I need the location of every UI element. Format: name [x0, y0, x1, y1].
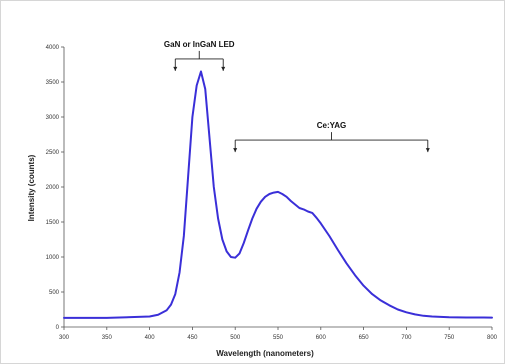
- x-tick-label: 600: [316, 335, 327, 341]
- x-tick-label: 500: [230, 335, 241, 341]
- annotation-bracket-1: Ce:YAG: [233, 121, 430, 153]
- x-axis: 300 350 400 450 500 550 600 650 700 750 800: [59, 326, 498, 341]
- x-tick-label: 400: [145, 335, 156, 341]
- y-axis: 0 500 1000 1500 2000 2500 3000 3500 4000: [46, 45, 65, 331]
- y-tick-label: 1000: [46, 255, 60, 261]
- annotation-bracket-0: GaN or InGaN LED: [164, 40, 235, 71]
- x-tick-label: 700: [401, 335, 412, 341]
- x-tick-label: 650: [359, 335, 370, 341]
- y-axis-title: Intensity (counts): [27, 154, 36, 221]
- y-tick-label: 500: [49, 290, 60, 296]
- x-tick-label: 750: [444, 335, 455, 341]
- y-tick-label: 3000: [46, 115, 60, 121]
- annotation-label-0: GaN or InGaN LED: [164, 40, 235, 49]
- y-tick-label: 2000: [46, 185, 60, 191]
- x-tick-label: 300: [59, 335, 70, 341]
- annotation-group: GaN or InGaN LED Ce:YAG: [164, 40, 430, 153]
- x-tick-label: 800: [487, 335, 498, 341]
- y-tick-label: 1500: [46, 220, 60, 226]
- x-tick-label: 350: [102, 335, 113, 341]
- x-tick-label: 550: [273, 335, 284, 341]
- y-tick-label: 4000: [46, 45, 60, 51]
- annotation-label-1: Ce:YAG: [317, 121, 347, 130]
- y-tick-label: 3500: [46, 80, 60, 86]
- y-tick-label: 2500: [46, 150, 60, 156]
- y-tick-label: 0: [56, 325, 60, 331]
- series-group: [63, 70, 493, 319]
- x-tick-label: 450: [187, 335, 198, 341]
- x-axis-title: Wavelength (nanometers): [216, 349, 314, 358]
- series-line-0: [63, 70, 493, 319]
